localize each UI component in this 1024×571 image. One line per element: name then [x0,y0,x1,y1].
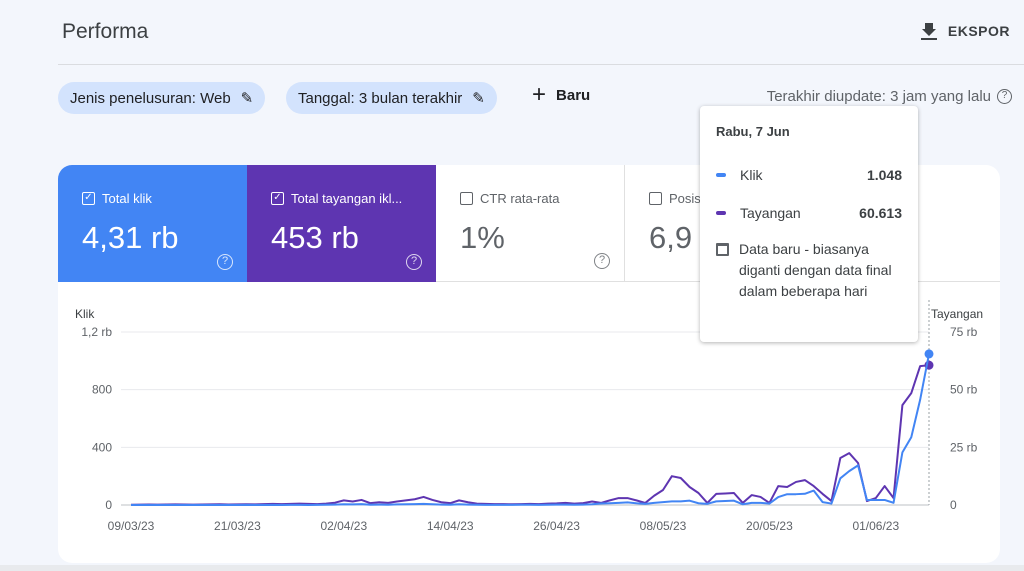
help-icon[interactable]: ? [406,254,422,270]
tooltip-row-impressions: Tayangan 60.613 [716,205,902,221]
plus-icon: + [532,81,547,108]
help-icon[interactable]: ? [997,89,1012,104]
right-axis-label: Tayangan [931,307,983,321]
left-tick-label: 800 [92,383,112,397]
calendar-icon [716,243,729,256]
help-icon[interactable]: ? [594,253,610,269]
metric-total-impressions[interactable]: ✓ Total tayangan ikl... 453 rb ? [247,165,436,282]
left-tick-label: 0 [105,498,112,512]
help-icon[interactable]: ? [217,254,233,270]
x-tick-label: 14/04/23 [427,519,474,533]
tooltip-series-value: 60.613 [859,205,902,221]
x-tick-label: 21/03/23 [214,519,261,533]
metric-label: Posis [669,191,701,206]
series-swatch [716,173,726,177]
page-title: Performa [62,20,149,43]
filter-chip-search-type[interactable]: Jenis penelusuran: Web ✎ [58,82,266,114]
x-tick-label: 09/03/23 [108,519,155,533]
left-tick-label: 400 [92,440,112,454]
filter-label: Tanggal: 3 bulan terakhir [298,89,463,107]
chart-tooltip: Rabu, 7 Jun Klik 1.048 Tayangan 60.613 D… [700,106,918,342]
filter-chip-date[interactable]: Tanggal: 3 bulan terakhir ✎ [286,82,497,114]
series-line-tayangan [130,364,930,506]
filter-label: Jenis penelusuran: Web [70,89,231,107]
checkbox-unchecked-icon[interactable] [649,192,662,205]
bottom-scrollbar-track [0,565,1024,571]
x-tick-label: 26/04/23 [533,519,580,533]
x-tick-label: 01/06/23 [852,519,899,533]
x-tick-label: 02/04/23 [320,519,367,533]
edit-icon: ✎ [240,90,254,107]
right-tick-label: 25 rb [950,440,978,454]
checkbox-checked-icon[interactable]: ✓ [271,192,284,205]
right-tick-label: 75 rb [950,325,978,339]
series-line-klik [131,353,930,506]
metric-label: Total tayangan ikl... [291,191,403,206]
last-updated: Terakhir diupdate: 3 jam yang lalu ? [767,88,1012,105]
metric-label: CTR rata-rata [480,191,560,206]
right-tick-label: 0 [950,498,957,512]
checkbox-checked-icon[interactable]: ✓ [82,192,95,205]
x-tick-label: 20/05/23 [746,519,793,533]
new-label: Baru [556,86,591,104]
right-tick-label: 50 rb [950,383,978,397]
tooltip-note-text: Data baru - biasanya diganti dengan data… [739,241,892,299]
export-label: EKSPOR [947,23,1010,39]
metric-total-clicks[interactable]: ✓ Total klik 4,31 rb ? [58,165,247,282]
checkbox-unchecked-icon[interactable] [460,192,473,205]
metric-value: 4,31 rb [82,220,179,255]
download-icon [920,23,937,40]
x-tick-label: 08/05/23 [640,519,687,533]
tooltip-note: Data baru - biasanya diganti dengan data… [716,239,902,302]
hover-point-klik [924,349,934,359]
export-button[interactable]: EKSPOR [920,22,1010,40]
series-swatch [716,211,726,215]
updated-text: Terakhir diupdate: 3 jam yang lalu [766,88,991,105]
tooltip-row-clicks: Klik 1.048 [716,167,902,183]
metric-value: 453 rb [271,220,359,255]
tooltip-series-value: 1.048 [866,167,902,183]
divider [58,64,1024,65]
metric-value: 6,9 [649,220,693,255]
metric-label: Total klik [102,191,152,206]
edit-icon: ✎ [472,90,485,107]
tooltip-date: Rabu, 7 Jun [716,124,790,139]
left-tick-label: 1,2 rb [81,325,112,339]
metric-value: 1% [460,220,505,255]
tooltip-series-name: Klik [740,167,763,183]
left-axis-label: Klik [75,307,95,321]
tooltip-series-name: Tayangan [740,205,801,221]
metric-avg-ctr[interactable]: CTR rata-rata 1% ? [436,165,625,282]
new-filter-button[interactable]: + Baru [532,81,591,108]
